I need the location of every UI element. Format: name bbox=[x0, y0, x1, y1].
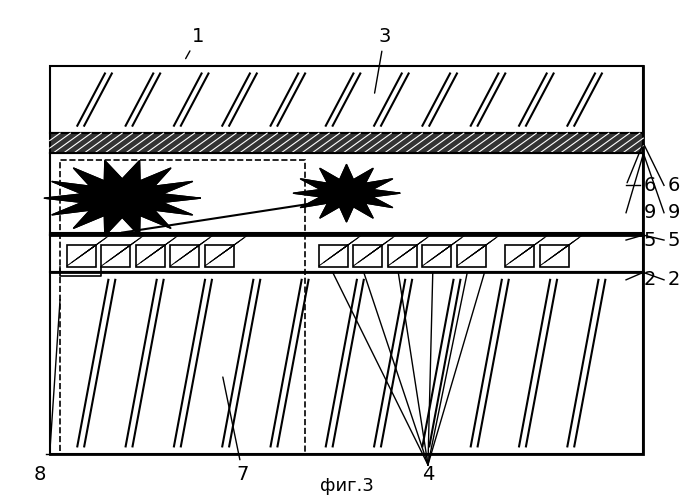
Text: 6: 6 bbox=[667, 176, 680, 195]
Bar bbox=[50, 66, 643, 133]
Text: 4: 4 bbox=[422, 465, 434, 484]
Bar bbox=[319, 245, 348, 268]
Text: 6: 6 bbox=[643, 176, 656, 195]
Text: 2: 2 bbox=[643, 270, 656, 289]
Text: 8: 8 bbox=[33, 465, 46, 484]
Bar bbox=[423, 245, 451, 268]
Bar bbox=[170, 245, 200, 268]
Bar bbox=[136, 245, 165, 268]
Bar bbox=[457, 245, 486, 268]
Bar bbox=[50, 272, 643, 454]
Text: 9: 9 bbox=[643, 203, 656, 222]
Bar bbox=[205, 245, 234, 268]
Bar bbox=[101, 245, 130, 268]
Bar bbox=[50, 66, 643, 454]
Text: 3: 3 bbox=[375, 26, 391, 93]
Bar bbox=[388, 245, 417, 268]
Bar bbox=[540, 245, 569, 268]
Bar bbox=[67, 245, 96, 268]
Text: 1: 1 bbox=[186, 26, 204, 58]
Bar bbox=[50, 153, 643, 235]
Text: фиг.3: фиг.3 bbox=[319, 477, 374, 495]
Text: 5: 5 bbox=[643, 230, 656, 250]
Text: 2: 2 bbox=[667, 270, 680, 289]
Polygon shape bbox=[44, 160, 200, 236]
Bar bbox=[50, 133, 643, 153]
Bar bbox=[50, 235, 643, 273]
Bar bbox=[353, 245, 383, 268]
Bar bbox=[505, 245, 534, 268]
Text: 7: 7 bbox=[223, 377, 249, 484]
Text: 5: 5 bbox=[667, 230, 680, 250]
Text: 9: 9 bbox=[667, 203, 680, 222]
Polygon shape bbox=[293, 164, 400, 222]
Bar bbox=[60, 160, 305, 454]
